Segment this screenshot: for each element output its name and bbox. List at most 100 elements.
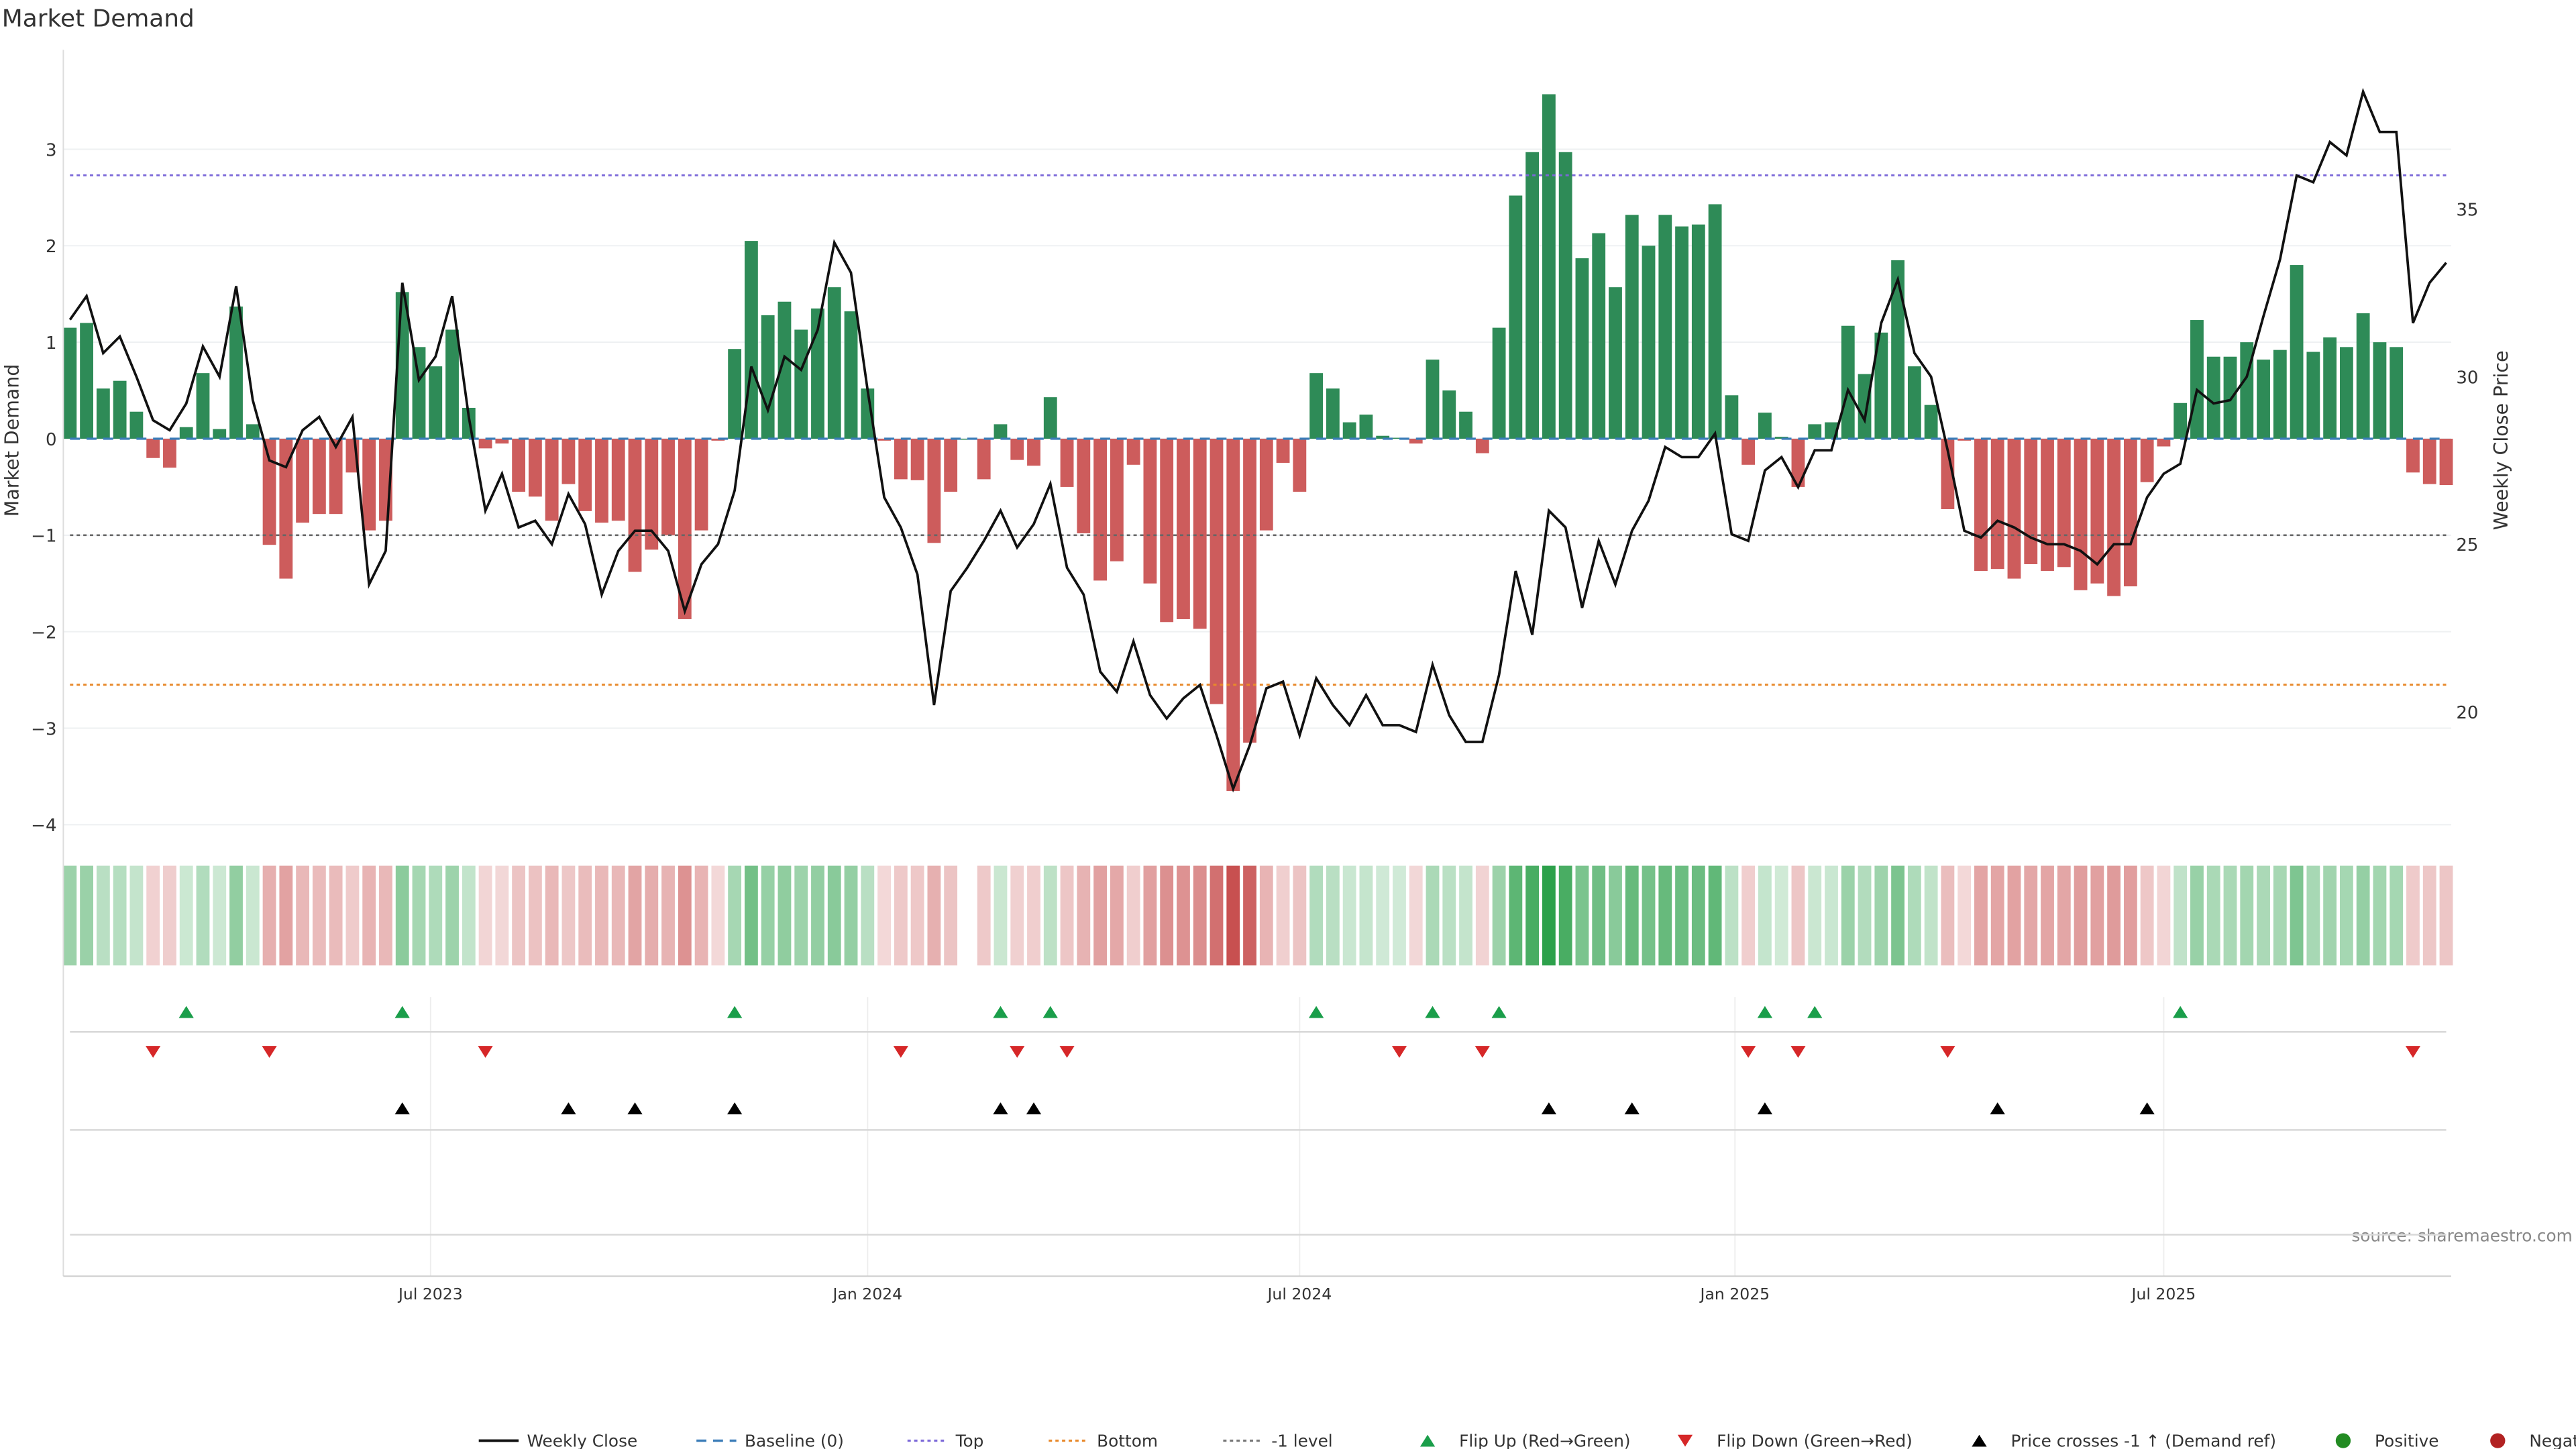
heat-cell <box>512 865 526 966</box>
heat-cell <box>1974 865 1988 966</box>
bar-negative <box>910 438 924 480</box>
bar-positive <box>1509 195 1523 439</box>
bar-negative <box>628 438 642 572</box>
bar-positive <box>2306 352 2320 439</box>
heat-cell <box>2290 865 2304 966</box>
bar-positive <box>229 306 243 439</box>
heat-cell <box>2390 865 2404 966</box>
heat-cell <box>229 865 243 966</box>
bar-negative <box>1409 438 1423 444</box>
heat-cell <box>1309 865 1324 966</box>
bar-positive <box>761 315 775 439</box>
y-tick-label: 3 <box>46 140 57 160</box>
heat-cell <box>2406 865 2420 966</box>
flip-down-marker <box>1741 1046 1756 1058</box>
price-cross-marker <box>561 1102 576 1115</box>
y2-tick-label: 35 <box>2456 201 2478 221</box>
flip-up-marker <box>2173 1006 2188 1018</box>
heat-cell <box>777 865 792 966</box>
heat-cell <box>495 865 509 966</box>
bar-negative <box>545 438 559 521</box>
heat-cell <box>944 865 958 966</box>
bar-negative <box>2057 438 2071 568</box>
bar-negative <box>478 438 492 449</box>
bar-negative <box>1160 438 1174 623</box>
bar-negative <box>661 438 675 535</box>
bar-positive <box>2356 313 2370 439</box>
bar-negative <box>678 438 692 619</box>
heat-cell <box>2439 865 2453 966</box>
bar-positive <box>1891 260 1904 439</box>
bar-negative <box>2041 438 2054 572</box>
bar-positive <box>777 301 792 439</box>
flip-up-marker <box>1491 1006 1507 1018</box>
price-cross-marker <box>394 1102 410 1115</box>
y-tick-label: 2 <box>46 237 57 257</box>
bar-negative <box>1990 438 2004 570</box>
heat-cell <box>1126 865 1140 966</box>
bar-positive <box>1708 204 1722 439</box>
y-tick-label: −3 <box>31 719 56 739</box>
heat-cell <box>1442 865 1456 966</box>
heat-cell <box>595 865 608 966</box>
flip-up-marker <box>1757 1006 1773 1018</box>
flip-down-marker <box>1940 1046 1955 1058</box>
flip-up-marker <box>1308 1006 1324 1018</box>
flip-down-marker <box>893 1046 908 1058</box>
bar-positive <box>1924 405 1938 439</box>
bar-negative <box>1093 438 1107 581</box>
bar-negative <box>561 438 576 484</box>
heat-cell <box>545 865 559 966</box>
bar-positive <box>113 380 127 439</box>
bar-positive <box>179 427 193 439</box>
heat-cell <box>329 865 343 966</box>
bar-negative <box>296 438 310 523</box>
heat-cell <box>578 865 592 966</box>
bar-positive <box>1592 233 1606 439</box>
heat-cell <box>1177 865 1190 966</box>
bar-positive <box>2390 347 2404 439</box>
chart-title: Market Demand <box>2 5 195 33</box>
y2-axis-label: Weekly Close Price <box>2490 350 2512 530</box>
heat-cell <box>661 865 675 966</box>
heat-cell <box>1691 865 1705 966</box>
bar-positive <box>844 311 858 439</box>
heat-cell <box>728 865 742 966</box>
price-cross-marker <box>1541 1102 1557 1115</box>
heat-cell <box>1027 865 1040 966</box>
bar-negative <box>1143 438 1157 584</box>
bar-positive <box>1309 373 1324 439</box>
heat-cell <box>2422 865 2436 966</box>
heat-cell <box>445 865 459 966</box>
heat-cell <box>1990 865 2004 966</box>
bar-positive <box>1525 152 1540 439</box>
heat-cell <box>861 865 875 966</box>
bar-negative <box>2107 438 2121 596</box>
heat-cell <box>1941 865 1955 966</box>
heat-cell <box>262 865 276 966</box>
bar-positive <box>1442 390 1456 439</box>
bar-positive <box>63 327 77 439</box>
heat-cell <box>1193 865 1207 966</box>
bar-positive <box>827 287 841 439</box>
legend-item-flip-down-green-red: Flip Down (Green→Red) <box>1717 1431 1913 1449</box>
bar-positive <box>2174 402 2188 439</box>
bar-negative <box>1027 438 1040 466</box>
heat-cell <box>1459 865 1472 966</box>
heat-cell <box>1592 865 1606 966</box>
heat-cell <box>1160 865 1174 966</box>
bar-negative <box>1974 438 1988 572</box>
bar-positive <box>1376 435 1390 439</box>
heat-cell <box>246 865 260 966</box>
y-tick-label: 0 <box>46 430 57 450</box>
heat-cell <box>412 865 426 966</box>
heat-cell <box>345 865 360 966</box>
bar-negative <box>2422 438 2436 484</box>
heat-cell <box>2140 865 2154 966</box>
heat-cell <box>2356 865 2370 966</box>
heat-cell <box>1077 865 1091 966</box>
heat-cell <box>2373 865 2387 966</box>
bar-negative <box>528 438 542 497</box>
bar-negative <box>279 438 293 579</box>
